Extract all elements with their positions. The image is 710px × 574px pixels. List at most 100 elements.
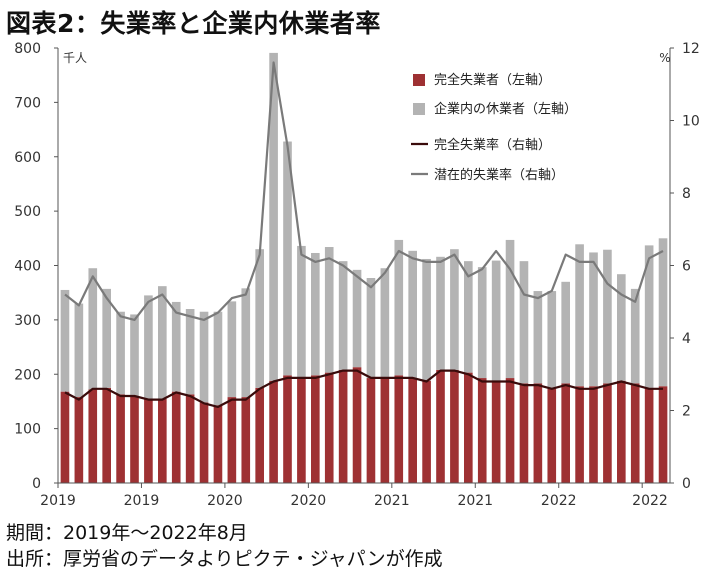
x-tick-label: 2020 — [291, 493, 327, 509]
bar-unemployed — [283, 375, 292, 483]
footer-source: 出所：厚労省のデータよりピクテ・ジャパンが作成 — [6, 548, 443, 570]
right-tick-label: 12 — [682, 41, 700, 57]
bar-unemployed — [547, 388, 557, 483]
bar-furloughed — [102, 288, 111, 388]
legend-label: 完全失業率（右軸） — [434, 137, 551, 153]
bar-furloughed — [130, 314, 139, 396]
right-axis-unit: % — [659, 51, 670, 65]
bar-unemployed — [658, 386, 668, 483]
bar-unemployed — [422, 380, 431, 483]
bar-unemployed — [491, 380, 501, 483]
bar-unemployed — [394, 375, 404, 483]
bar-furloughed — [477, 267, 487, 379]
bar-unemployed — [575, 386, 584, 483]
bar-furloughed — [422, 258, 431, 381]
bar-unemployed — [158, 398, 167, 483]
bar-furloughed — [338, 261, 348, 370]
bar-furloughed — [505, 239, 515, 379]
left-tick-label: 300 — [14, 313, 41, 329]
bar-furloughed — [241, 288, 251, 398]
bar-furloughed — [116, 311, 125, 395]
x-tick-label: 2022 — [541, 493, 577, 509]
bar-furloughed — [213, 311, 223, 406]
bar-furloughed — [144, 295, 153, 399]
line-latent-unemployment-rate — [64, 61, 664, 321]
bar-furloughed — [547, 291, 557, 389]
bar-unemployed — [213, 405, 223, 483]
bar-furloughed — [450, 249, 459, 370]
bar-unemployed — [311, 375, 320, 483]
x-tick-label: 2021 — [374, 493, 410, 509]
bar-furloughed — [408, 250, 417, 379]
bar-unemployed — [450, 369, 459, 483]
bar-furloughed — [255, 249, 264, 388]
bar-furloughed — [658, 238, 668, 387]
right-tick-label: 4 — [682, 331, 691, 347]
bar-unemployed — [269, 380, 278, 483]
bar-unemployed — [338, 369, 348, 483]
right-tick-label: 2 — [682, 404, 691, 420]
line-layer — [64, 61, 664, 408]
left-tick-label: 600 — [14, 150, 41, 166]
bar-unemployed — [408, 378, 417, 483]
right-tick-label: 10 — [682, 114, 700, 130]
bar-unemployed — [533, 383, 543, 483]
left-axis-unit: 千人 — [63, 51, 87, 65]
axes: 0 100 200 300 400 500 600 700 800 0 2 4 6 8 10 12 千人 % 201… — [14, 41, 700, 509]
bar-furloughed — [171, 301, 181, 392]
bar-unemployed — [102, 387, 111, 483]
bar-furloughed — [297, 245, 306, 379]
bar-furloughed — [60, 289, 70, 392]
bar-unemployed — [366, 378, 376, 483]
bar-furloughed — [227, 301, 237, 398]
bar-furloughed — [283, 141, 292, 376]
bar-furloughed — [464, 261, 473, 373]
bar-furloughed — [575, 244, 584, 387]
chart-title: 図表2：失業率と企業内休業者率 — [6, 9, 381, 38]
right-tick-label: 8 — [682, 186, 691, 202]
bar-unemployed — [380, 378, 390, 483]
bar-furloughed — [394, 239, 404, 376]
bar-unemployed — [199, 402, 209, 483]
legend-swatch-bar — [413, 74, 425, 86]
bar-furloughed — [630, 288, 640, 384]
bar-unemployed — [297, 378, 306, 483]
bar-unemployed — [130, 396, 139, 483]
bar-unemployed — [519, 383, 529, 483]
bar-furloughed — [380, 268, 390, 379]
bar-unemployed — [227, 397, 237, 483]
bar-unemployed — [464, 372, 473, 483]
bar-furloughed — [324, 247, 334, 373]
legend: 完全失業者（左軸） 企業内の休業者（左軸） 完全失業率（右軸） 潜在的失業率（右軸） — [411, 72, 577, 183]
legend-swatch-bar — [413, 103, 425, 115]
bar-furloughed — [533, 291, 543, 384]
bar-furloughed — [74, 303, 84, 398]
left-tick-label: 400 — [14, 259, 41, 275]
left-tick-label: 0 — [32, 476, 41, 492]
x-tick-label: 2019 — [124, 493, 160, 509]
bar-furloughed — [561, 281, 570, 384]
x-tick-label: 2019 — [40, 493, 76, 509]
bar-unemployed — [477, 378, 487, 483]
bar-unemployed — [617, 380, 626, 483]
left-tick-label: 100 — [14, 422, 41, 438]
bar-furloughed — [269, 52, 278, 381]
bar-unemployed — [171, 391, 181, 483]
bar-furloughed — [617, 274, 626, 381]
bar-furloughed — [366, 278, 376, 379]
bar-unemployed — [561, 383, 570, 483]
footer-period: 期間：2019年～2022年8月 — [6, 522, 248, 544]
bar-furloughed — [311, 252, 320, 376]
bar-furloughed — [88, 268, 98, 390]
bar-unemployed — [60, 391, 70, 483]
bar-layer — [60, 52, 668, 483]
right-tick-label: 0 — [682, 476, 691, 492]
bar-unemployed — [241, 397, 251, 483]
legend-label: 潜在的失業率（右軸） — [434, 167, 564, 183]
left-tick-label: 800 — [14, 41, 41, 57]
bar-furloughed — [199, 311, 209, 403]
right-tick-label: 6 — [682, 259, 691, 275]
bar-furloughed — [644, 245, 654, 388]
bar-furloughed — [185, 309, 195, 395]
